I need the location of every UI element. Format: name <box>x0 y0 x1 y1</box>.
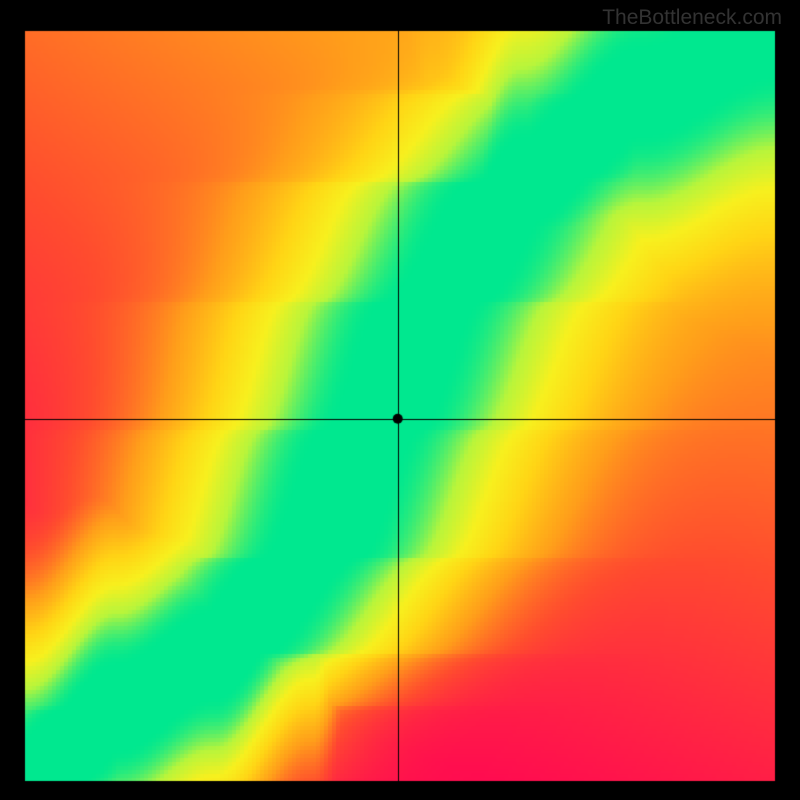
chart-container: TheBottleneck.com <box>0 0 800 800</box>
bottleneck-heatmap <box>0 0 800 800</box>
watermark-text: TheBottleneck.com <box>602 6 782 30</box>
